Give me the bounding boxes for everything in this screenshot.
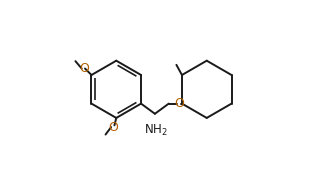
Text: O: O [79,62,89,75]
Text: O: O [109,121,119,134]
Text: O: O [174,97,184,110]
Text: NH$_2$: NH$_2$ [144,123,168,138]
